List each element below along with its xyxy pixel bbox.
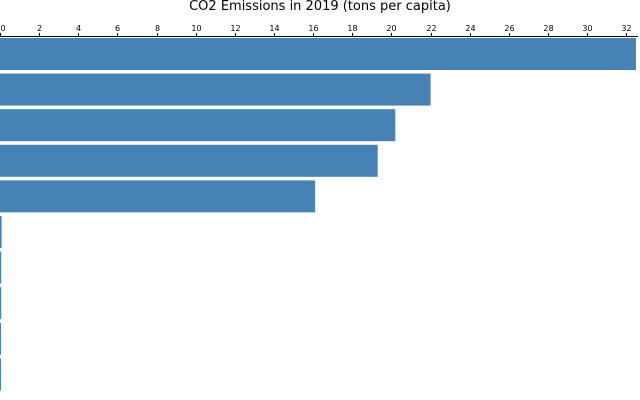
- x-tick-label: 22: [426, 24, 436, 33]
- x-tick-label: 30: [582, 24, 592, 33]
- x-tick-label: 20: [386, 24, 396, 33]
- x-tick-label: 28: [543, 24, 553, 33]
- bar: [0, 144, 378, 177]
- chart-title: CO2 Emissions in 2019 (tons per capita): [189, 0, 451, 14]
- x-tick-label: 4: [76, 24, 81, 33]
- bar: [0, 322, 1, 355]
- x-tick-label: 12: [230, 24, 240, 33]
- bar: [0, 216, 2, 248]
- x-axis: 0 2 4 6 8 10 12 14 16 18 20 22 24 26 28 30 32: [0, 24, 638, 37]
- x-tick-label: 16: [308, 24, 318, 33]
- bar: [0, 38, 636, 70]
- x-tick-label: 24: [465, 24, 475, 33]
- x-tick-label: 6: [115, 24, 120, 33]
- bar: [0, 73, 431, 106]
- x-tick-label: 10: [191, 24, 201, 33]
- x-tick-label: 0: [1, 24, 6, 33]
- x-tick-label: 18: [347, 24, 357, 33]
- bar: [0, 358, 1, 391]
- bar-series: [0, 38, 636, 391]
- x-tick-label: 2: [37, 24, 42, 33]
- bar: [0, 251, 2, 284]
- x-tick-label: 14: [269, 24, 279, 33]
- bar: [0, 180, 316, 213]
- x-tick-label: 32: [621, 24, 631, 33]
- x-tick-label: 26: [504, 24, 514, 33]
- bar: [0, 287, 2, 320]
- x-tick-label: 8: [155, 24, 160, 33]
- bar: [0, 109, 396, 142]
